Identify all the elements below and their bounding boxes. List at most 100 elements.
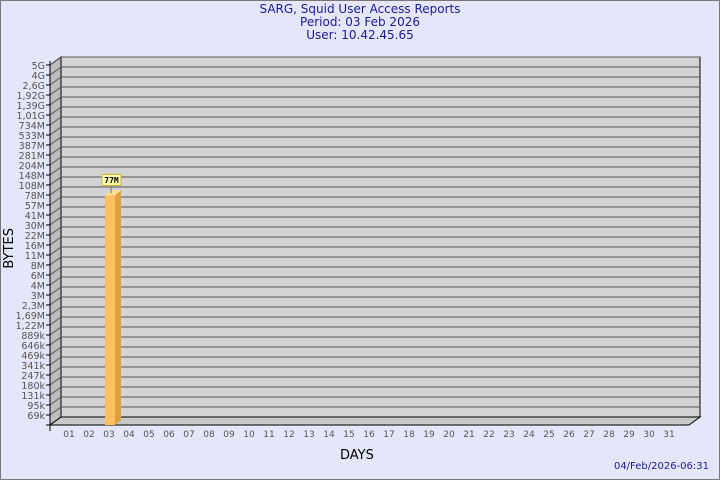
x-tick-label: 12 (283, 430, 294, 440)
y-tick-label: 41M (25, 211, 45, 222)
grid-line-side (49, 366, 62, 376)
x-tick-label: 13 (303, 430, 314, 440)
grid-line-side (49, 246, 62, 256)
grid-line-side (49, 306, 62, 316)
grid-line-side (49, 116, 62, 126)
y-tick-label: 533M (19, 131, 45, 142)
y-tick-label: 95k (27, 401, 45, 412)
grid-line-side (49, 86, 62, 96)
grid-line-side (49, 296, 62, 306)
chart-user: User: 10.42.45.65 (306, 28, 414, 42)
y-tick-label: 6M (31, 271, 45, 282)
grid-line-side (49, 276, 62, 286)
x-tick-label: 26 (563, 430, 575, 440)
grid-line-side (49, 186, 62, 196)
grid-line-side (49, 346, 62, 356)
y-tick-label: 1,39G (16, 101, 45, 112)
chart-title: SARG, Squid User Access Reports (259, 2, 461, 16)
y-axis-label: BYTES (2, 228, 17, 269)
grid-line-side (49, 316, 62, 326)
grid-line-side (49, 216, 62, 226)
x-tick-label: 06 (163, 430, 175, 440)
bar-top (105, 190, 121, 196)
grid-line-side (49, 326, 62, 336)
x-tick-label: 11 (263, 430, 274, 440)
x-tick-label: 05 (143, 430, 154, 440)
data-label: 77M (104, 176, 119, 185)
y-tick-label: 1,22M (16, 321, 45, 332)
grid-line-side (49, 336, 62, 346)
x-tick-label: 29 (623, 430, 635, 440)
x-tick-label: 18 (403, 430, 415, 440)
y-tick-label: 180k (21, 381, 45, 392)
x-tick-label: 19 (423, 430, 435, 440)
grid-line-side (49, 406, 62, 416)
grid-line-side (49, 156, 62, 166)
x-tick-label: 02 (83, 430, 94, 440)
y-tick-label: 341k (21, 361, 45, 372)
y-tick-label: 108M (19, 181, 45, 192)
y-tick-label: 4G (32, 71, 45, 82)
y-tick-label: 69k (27, 411, 45, 422)
grid-line-side (49, 136, 62, 146)
grid-line-side (49, 176, 62, 186)
grid-line-side (49, 206, 62, 216)
x-tick-label: 27 (583, 430, 594, 440)
x-tick-label: 17 (383, 430, 394, 440)
y-tick-label: 2,3M (22, 301, 45, 312)
x-tick-label: 22 (483, 430, 494, 440)
data-label-box (101, 173, 122, 186)
x-tick-label: 28 (603, 430, 615, 440)
y-tick-label: 11M (25, 251, 45, 262)
x-tick-label: 23 (503, 430, 514, 440)
y-tick-label: 247k (21, 371, 45, 382)
y-tick-label: 734M (19, 121, 45, 132)
grid-line-side (49, 286, 62, 296)
y-tick-label: 646k (21, 341, 45, 352)
grid-line-side (49, 96, 62, 106)
x-tick-label: 21 (463, 430, 474, 440)
y-tick-label: 1,01G (16, 111, 45, 122)
x-axis-label: DAYS (340, 448, 374, 463)
x-tick-label: 10 (243, 430, 255, 440)
grid-line-side (49, 56, 62, 66)
y-tick-label: 57M (25, 201, 45, 212)
y-tick-label: 204M (19, 161, 45, 172)
y-tick-label: 2,6G (23, 81, 45, 92)
grid-line-side (49, 146, 62, 156)
bar-front (105, 195, 115, 425)
y-tick-label: 16M (25, 241, 45, 252)
chart-header: SARG, Squid User Access Reports Period: … (0, 3, 720, 42)
y-tick-label: 281M (19, 151, 45, 162)
x-tick-label: 30 (643, 430, 655, 440)
y-tick-label: 387M (19, 141, 45, 152)
y-tick-label: 889k (21, 331, 45, 342)
x-tick-label: 01 (63, 430, 74, 440)
y-tick-label: 8M (31, 261, 45, 272)
y-tick-label: 131k (21, 391, 45, 402)
grid-line-side (49, 66, 62, 76)
x-tick-label: 09 (223, 430, 235, 440)
x-tick-label: 24 (523, 430, 535, 440)
grid-line-side (49, 106, 62, 116)
x-tick-label: 08 (203, 430, 215, 440)
y-tick-label: 5G (32, 61, 45, 72)
grid-line-side (49, 356, 62, 366)
grid-line-side (49, 76, 62, 86)
y-tick-label: 22M (25, 231, 45, 242)
chart-period: Period: 03 Feb 2026 (300, 15, 420, 29)
grid-line-side (49, 256, 62, 266)
x-tick-label: 20 (443, 430, 455, 440)
grid-line-side (49, 226, 62, 236)
grid-line-side (49, 126, 62, 136)
x-tick-label: 16 (363, 430, 375, 440)
y-tick-label: 148M (19, 171, 45, 182)
y-tick-label: 30M (25, 221, 45, 232)
y-tick-label: 4M (31, 281, 45, 292)
x-tick-label: 04 (123, 430, 135, 440)
grid-line-side (49, 196, 62, 206)
y-tick-label: 1,69M (16, 311, 45, 322)
bar-side (115, 190, 121, 425)
x-tick-label: 15 (343, 430, 354, 440)
y-tick-label: 78M (25, 191, 45, 202)
